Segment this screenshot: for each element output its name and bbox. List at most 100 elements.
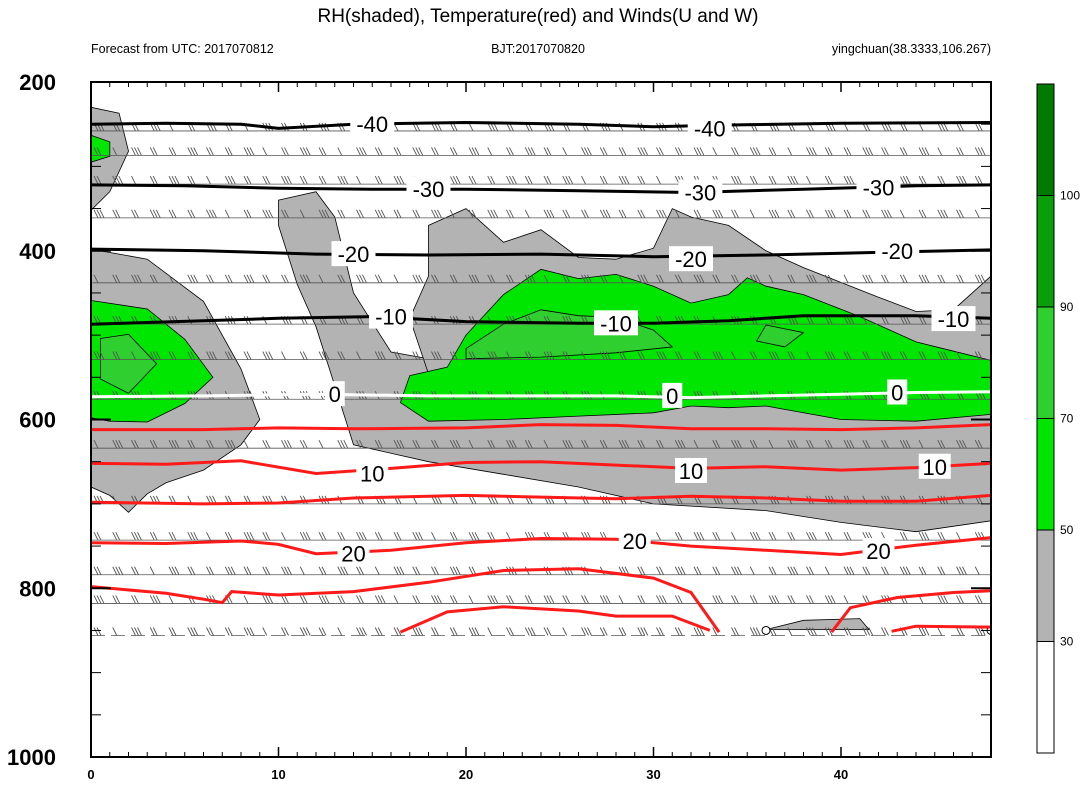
wind-barb: [131, 566, 136, 575]
wind-barb: [959, 566, 964, 575]
wind-barb: [562, 147, 568, 156]
wind-barb: [340, 351, 346, 360]
wind-barb: [262, 175, 268, 185]
wind-barb: [768, 595, 774, 604]
wind-barb: [943, 122, 949, 132]
wind-barb: [168, 274, 174, 284]
wind-barb: [977, 439, 983, 449]
wind-barb: [299, 147, 305, 156]
wind-barb: [318, 147, 324, 156]
wind-barb: [543, 439, 549, 449]
wind-barb: [827, 595, 833, 604]
wind-barb: [734, 566, 739, 575]
wind-barb: [827, 209, 833, 219]
wind-barb: [206, 209, 211, 219]
contour-label: -10: [375, 305, 407, 330]
wind-barb: [449, 351, 455, 360]
wind-barb: [674, 439, 680, 449]
wind-barb: [718, 209, 724, 219]
wind-barb: [431, 147, 436, 156]
wind-barb: [659, 209, 664, 219]
wind-barb: [749, 566, 755, 575]
wind-barb: [618, 351, 624, 360]
wind-barb: [434, 351, 439, 360]
wind-barb: [452, 351, 458, 360]
wind-barb: [206, 351, 211, 360]
wind-barb: [246, 274, 252, 284]
wind-barb: [131, 595, 136, 604]
wind-barb: [509, 209, 514, 219]
wind-barb: [862, 439, 868, 449]
wind-barb: [487, 209, 493, 219]
wind-barb: [115, 209, 121, 219]
wind-barb: [843, 595, 849, 604]
wind-barb: [415, 274, 421, 284]
wind-barb: [415, 531, 421, 541]
wind-barb: [393, 274, 399, 284]
wind-barb: [715, 439, 721, 449]
wind-barb: [790, 175, 796, 185]
wind-barb: [790, 351, 796, 360]
wind-barb: [899, 274, 905, 284]
wind-barb: [696, 351, 702, 360]
wind-barb: [281, 595, 286, 604]
wind-barb: [940, 566, 946, 575]
wind-barb: [737, 566, 742, 575]
wind-barb: [902, 439, 908, 449]
contour-label: 0: [891, 381, 903, 406]
wind-barb: [602, 351, 608, 360]
wind-barb: [265, 566, 271, 575]
wind-barb: [212, 209, 217, 219]
wind-barb: [643, 147, 649, 156]
wind-barb: [943, 351, 949, 360]
wind-barb: [977, 147, 983, 156]
wind-barb: [846, 147, 852, 156]
wind-barb: [493, 351, 499, 360]
wind-barb: [393, 627, 399, 636]
wind-barb: [618, 595, 624, 604]
wind-barb: [193, 531, 199, 541]
wind-barb: [209, 439, 214, 449]
wind-barb: [677, 595, 683, 604]
wind-barb: [677, 274, 683, 284]
wind-barb: [134, 566, 139, 575]
wind-barb: [994, 496, 998, 504]
wind-barb: [471, 495, 477, 505]
wind-barb: [412, 439, 418, 449]
wind-barb: [793, 439, 799, 449]
wind-barb: [602, 274, 608, 284]
wind-barb: [281, 627, 286, 636]
wind-barb: [118, 566, 124, 575]
wind-barb: [362, 147, 367, 156]
wind-barb: [959, 122, 964, 132]
wind-barb: [487, 595, 493, 604]
wind-barb: [337, 627, 343, 636]
wind-barb: [437, 209, 442, 219]
wind-barb: [956, 209, 961, 219]
wind-barb: [637, 627, 643, 636]
wind-barb: [712, 627, 718, 636]
wind-barb: [787, 147, 793, 156]
wind-barb: [974, 122, 980, 132]
calm-wind-marker: [761, 625, 771, 635]
wind-barb: [224, 439, 230, 449]
wind-barb: [899, 315, 905, 325]
wind-barb: [527, 439, 533, 449]
wind-barb: [918, 627, 924, 636]
wind-barb: [340, 595, 346, 604]
wind-barb: [824, 351, 830, 360]
wind-barb: [771, 209, 777, 219]
wind-barb: [377, 627, 383, 636]
contour-label-box: [887, 379, 908, 405]
y-tick-label: 600: [19, 408, 56, 433]
wind-barb: [656, 439, 661, 449]
wind-barb: [321, 147, 327, 156]
wind-barb: [471, 175, 477, 185]
wind-barb: [715, 531, 721, 541]
wind-barb: [193, 627, 199, 636]
wind-barb: [680, 439, 686, 449]
wind-barb: [243, 209, 249, 219]
wind-barb: [471, 209, 477, 219]
wind-barb: [997, 316, 1001, 324]
wind-barb: [96, 595, 102, 604]
